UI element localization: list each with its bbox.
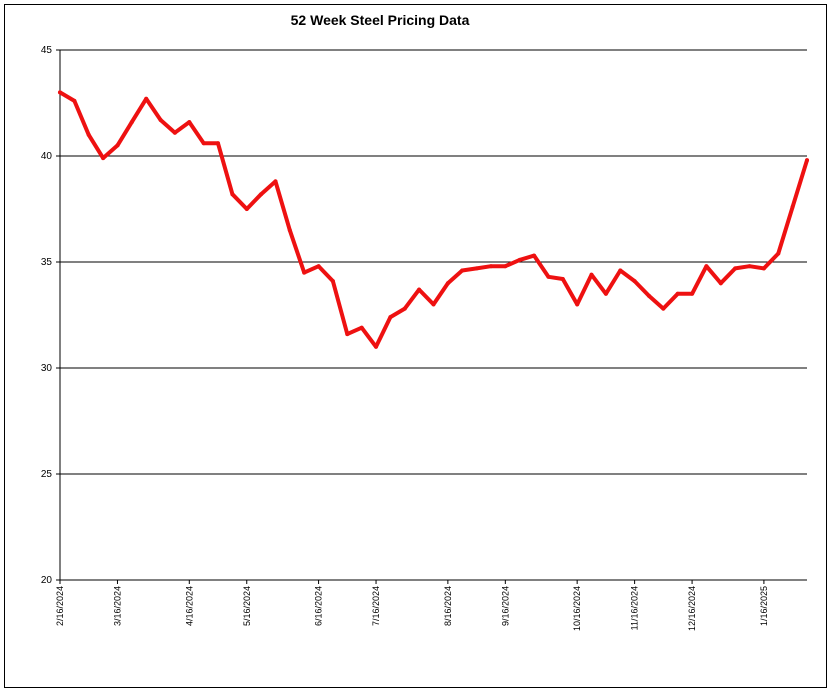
data-point (489, 264, 493, 269)
x-tick-label: 7/16/2024 (371, 586, 381, 626)
data-point (776, 251, 781, 256)
data-point (374, 344, 378, 349)
data-point (747, 264, 752, 269)
data-point (618, 268, 623, 273)
data-point (790, 204, 795, 209)
data-point (517, 257, 522, 262)
data-point (761, 266, 766, 271)
y-tick-label: 35 (41, 257, 53, 268)
data-point (172, 130, 177, 135)
y-tick-label: 45 (41, 45, 53, 56)
data-point (718, 281, 723, 286)
chart-frame (4, 4, 827, 688)
data-point (445, 281, 450, 286)
data-point (259, 192, 264, 197)
data-point (589, 272, 594, 277)
data-point (129, 120, 134, 125)
x-tick-label: 2/16/2024 (55, 586, 65, 626)
chart-title: 52 Week Steel Pricing Data (290, 12, 470, 28)
data-point (647, 293, 651, 298)
data-point (388, 315, 393, 320)
y-tick-label: 25 (41, 469, 53, 480)
data-point (733, 266, 738, 271)
data-point (359, 325, 364, 330)
data-point (201, 141, 206, 146)
y-tick-label: 40 (41, 151, 53, 162)
data-point (474, 266, 479, 271)
x-tick-label: 5/16/2024 (242, 586, 252, 626)
x-tick-label: 8/16/2024 (443, 586, 453, 626)
data-point (704, 264, 709, 269)
gridlines (60, 49, 807, 475)
axes (56, 49, 807, 584)
data-point (661, 306, 666, 311)
y-tick-labels: 20 25 30 35 40 45 (41, 45, 53, 586)
data-point (546, 274, 551, 279)
data-point (302, 270, 307, 275)
series-layer (58, 90, 809, 349)
data-point (690, 291, 695, 296)
data-point (603, 291, 608, 296)
data-point (316, 264, 321, 269)
data-point (345, 332, 350, 337)
data-point (632, 279, 637, 284)
data-point (144, 96, 149, 101)
x-tick-label: 10/16/2024 (572, 586, 582, 631)
x-tick-label: 3/16/2024 (112, 586, 122, 626)
data-point (287, 228, 292, 233)
x-tick-label: 6/16/2024 (314, 586, 324, 626)
data-point (460, 268, 465, 273)
data-point (187, 120, 192, 125)
data-point (805, 158, 809, 163)
data-point (216, 141, 220, 146)
data-point (58, 90, 62, 95)
data-point (115, 143, 120, 148)
data-point (72, 98, 77, 103)
data-point (575, 302, 580, 307)
x-tick-label: 9/16/2024 (500, 586, 510, 626)
data-point (230, 192, 235, 197)
y-tick-label: 30 (41, 363, 53, 374)
x-tick-label: 1/16/2025 (759, 586, 769, 626)
data-point (86, 132, 91, 137)
data-point (244, 207, 249, 211)
x-tick-label: 4/16/2024 (184, 586, 194, 626)
data-point (273, 179, 278, 184)
data-point (158, 118, 163, 122)
data-point (675, 291, 680, 296)
series-line (58, 90, 809, 349)
data-point (532, 253, 537, 258)
data-point (431, 302, 436, 307)
x-tick-label: 12/16/2024 (687, 586, 697, 631)
data-point (101, 156, 106, 161)
data-point (402, 306, 407, 311)
y-tick-label: 20 (41, 575, 53, 586)
x-tick-labels: 2/16/2024 3/16/2024 4/16/2024 5/16/2024 6/16… (55, 586, 769, 631)
data-point (503, 264, 508, 269)
x-tick-label: 11/16/2024 (630, 586, 640, 630)
data-point (560, 277, 565, 281)
data-point (330, 279, 335, 284)
data-point (417, 287, 422, 292)
